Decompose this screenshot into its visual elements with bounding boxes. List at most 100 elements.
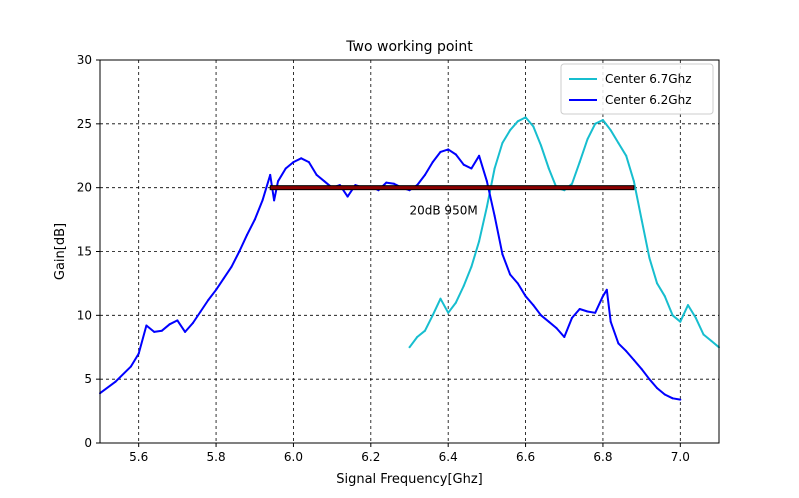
data-point [632, 180, 635, 183]
data-point [640, 368, 643, 370]
data-point [207, 299, 210, 301]
data-point [663, 295, 666, 298]
data-point [540, 314, 542, 317]
y-tick-label: 10 [77, 308, 92, 322]
data-point [253, 218, 256, 221]
data-point [184, 330, 187, 333]
data-point [594, 311, 597, 314]
data-point [176, 319, 179, 322]
data-point [532, 304, 535, 307]
data-point [462, 285, 465, 287]
data-point [609, 320, 612, 323]
data-point [625, 350, 628, 353]
data-point [687, 304, 689, 307]
data-point [679, 398, 682, 401]
data-point [478, 240, 481, 243]
data-point [601, 295, 604, 298]
data-point [648, 256, 651, 259]
data-point [594, 122, 597, 125]
data-point [439, 150, 442, 153]
data-point [431, 161, 434, 164]
data-point [145, 324, 148, 327]
data-point [625, 154, 628, 157]
data-point [153, 330, 156, 333]
data-point [273, 199, 276, 202]
data-point [269, 173, 272, 176]
data-point [284, 167, 287, 170]
data-point [563, 336, 566, 338]
y-axis-label: Gain[dB] [53, 223, 68, 280]
data-point [516, 282, 519, 285]
data-point [199, 310, 202, 313]
data-point [640, 218, 643, 221]
data-point [509, 273, 512, 276]
data-point [617, 142, 620, 144]
data-point [702, 333, 705, 336]
data-point [137, 352, 140, 355]
data-point [493, 214, 496, 217]
grid-lines [100, 60, 719, 443]
legend-label-0: Center 6.7Ghz [605, 72, 692, 86]
data-point [431, 314, 434, 317]
data-point [168, 323, 171, 326]
data-point [524, 116, 527, 119]
data-point [663, 393, 666, 396]
data-point [501, 142, 504, 144]
data-point [160, 329, 163, 332]
data-point [578, 308, 581, 310]
x-axis-label: Signal Frequency[Ghz] [336, 472, 483, 487]
x-tick-label: 5.6 [129, 450, 148, 464]
x-tick-label: 6.8 [593, 450, 612, 464]
data-point [454, 301, 457, 304]
data-point [424, 173, 426, 176]
data-point [532, 125, 535, 128]
data-point [547, 167, 550, 170]
data-point [571, 316, 573, 319]
data-point [447, 148, 450, 151]
bandwidth-annotation: 20dB 950M [410, 204, 478, 218]
data-point [315, 173, 318, 176]
data-point [277, 180, 279, 183]
data-point [605, 288, 608, 291]
data-point [346, 195, 349, 198]
data-point [524, 295, 527, 298]
y-tick-label: 30 [77, 53, 92, 67]
data-point [439, 297, 442, 300]
data-point [478, 154, 481, 157]
y-tick-label: 0 [84, 436, 92, 450]
x-tick-label: 6.6 [516, 450, 535, 464]
data-point [656, 282, 659, 285]
y-tick-label: 25 [77, 117, 92, 131]
data-point [632, 359, 635, 361]
data-point [571, 182, 573, 185]
chart-title: Two working point [345, 39, 473, 55]
data-point [300, 157, 303, 160]
data-point [648, 378, 651, 381]
data-point [609, 129, 612, 132]
data-point [586, 310, 589, 313]
data-point [222, 277, 225, 280]
data-point [424, 329, 426, 332]
data-point [307, 161, 310, 164]
data-point [694, 316, 697, 319]
data-point [656, 387, 659, 390]
x-tick-label: 5.8 [207, 450, 226, 464]
legend-label-1: Center 6.2Ghz [605, 93, 692, 107]
data-point [493, 167, 496, 170]
data-point [393, 182, 395, 185]
data-point [462, 163, 465, 166]
y-tick-label: 20 [77, 181, 92, 195]
data-point [454, 153, 457, 156]
data-point [114, 380, 117, 383]
x-tick-label: 6.4 [439, 450, 458, 464]
data-point [671, 314, 674, 317]
y-tick-label: 5 [84, 372, 92, 386]
data-point [292, 161, 295, 164]
legend-box [560, 63, 714, 115]
data-point [261, 199, 264, 202]
data-point [485, 205, 488, 208]
data-point [246, 233, 248, 236]
y-tick-label: 15 [77, 245, 92, 259]
